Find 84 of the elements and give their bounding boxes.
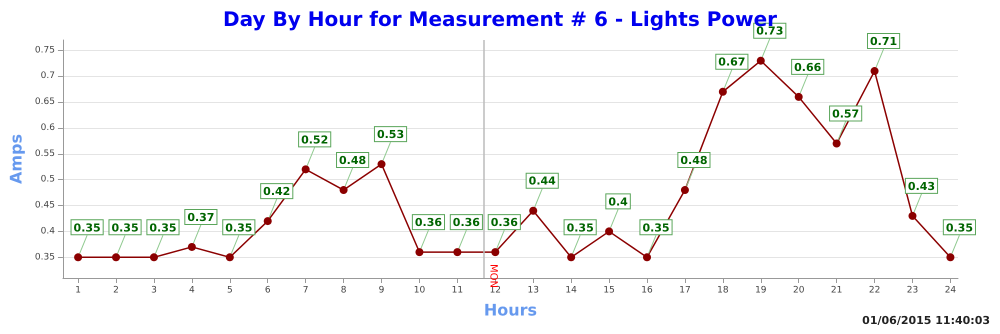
- x-tick-label: 22: [868, 286, 880, 296]
- data-label: 0.66: [794, 60, 822, 74]
- data-label: 0.35: [566, 221, 594, 234]
- point: [453, 248, 462, 256]
- data-label: 0.35: [642, 221, 670, 234]
- data-label: 0.37: [187, 210, 214, 224]
- point: [643, 253, 652, 262]
- point: [718, 88, 727, 96]
- x-tick-label: 24: [944, 286, 956, 296]
- y-tick-label: 0.5: [40, 174, 55, 185]
- point: [794, 92, 803, 101]
- data-label: 0.36: [414, 216, 442, 230]
- x-tick-label: 20: [792, 286, 805, 296]
- ref-line-label: MON: [487, 264, 498, 288]
- data-label: 0.36: [452, 216, 480, 230]
- point: [264, 217, 272, 226]
- y-tick-label: 0.55: [34, 148, 55, 159]
- data-label: 0.48: [339, 154, 366, 168]
- y-tick-label: 0.35: [34, 252, 55, 262]
- y-tick-label: 0.75: [34, 45, 55, 56]
- data-label: 0.53: [376, 128, 404, 142]
- data-label: 0.36: [490, 216, 518, 230]
- point: [491, 248, 500, 256]
- x-axis-title: Hours: [484, 300, 538, 320]
- point: [946, 253, 954, 262]
- x-tick-label: 6: [264, 286, 271, 296]
- x-tick-label: 3: [151, 286, 157, 296]
- point: [870, 67, 879, 76]
- point: [340, 186, 348, 194]
- y-tick-label: 0.65: [34, 97, 55, 108]
- data-label: 0.71: [870, 35, 898, 48]
- point: [378, 160, 386, 168]
- point: [680, 186, 689, 194]
- point: [529, 206, 538, 215]
- point: [832, 139, 841, 148]
- data-label: 0.35: [946, 221, 973, 234]
- point: [112, 253, 120, 262]
- data-label: 0.48: [680, 154, 708, 168]
- x-tick-label: 21: [830, 286, 842, 296]
- x-tick-label: 16: [641, 286, 654, 296]
- y-tick-label: 0.45: [34, 200, 55, 211]
- data-label: 0.35: [225, 221, 252, 234]
- point: [567, 253, 576, 262]
- x-tick-label: 2: [113, 286, 119, 296]
- data-label: 0.73: [756, 24, 784, 38]
- data-label: 0.35: [111, 221, 139, 234]
- point: [756, 56, 765, 65]
- x-tick-label: 19: [755, 286, 767, 296]
- y-tick-label: 0.6: [40, 122, 56, 133]
- x-tick-label: 10: [414, 286, 426, 296]
- data-label: 0.44: [528, 174, 556, 188]
- x-tick-label: 17: [679, 286, 691, 296]
- x-tick-label: 5: [226, 286, 233, 296]
- point: [150, 253, 158, 262]
- x-tick-label: 7: [302, 286, 309, 296]
- x-tick-label: 18: [717, 286, 729, 296]
- point: [302, 165, 310, 174]
- x-tick-label: 14: [565, 286, 578, 296]
- point: [188, 242, 196, 251]
- data-label: 0.57: [832, 107, 860, 120]
- point: [74, 253, 82, 262]
- point: [415, 248, 424, 256]
- data-label: 0.43: [908, 180, 936, 193]
- data-label: 0.4: [608, 195, 628, 208]
- data-label: 0.35: [149, 221, 177, 234]
- data-label: 0.35: [74, 221, 101, 234]
- text: 01/06/2015 11:40:03: [862, 314, 990, 327]
- x-tick-label: 15: [603, 286, 615, 296]
- x-tick-label: 4: [189, 286, 196, 296]
- x-tick-label: 23: [906, 286, 918, 296]
- x-tick-label: 13: [528, 286, 539, 296]
- data-label: 0.42: [263, 185, 290, 198]
- point: [605, 227, 614, 236]
- point: [908, 212, 916, 220]
- data-label: 0.67: [718, 56, 746, 69]
- x-tick-label: 9: [378, 286, 385, 296]
- y-tick-label: 0.4: [40, 226, 56, 236]
- x-tick-label: 1: [75, 286, 81, 296]
- y-axis-title: Amps: [6, 134, 26, 184]
- x-tick-label: 11: [452, 286, 464, 296]
- data-label: 0.52: [301, 133, 328, 146]
- point: [226, 253, 234, 262]
- x-tick-label: 8: [340, 286, 347, 296]
- y-tick-label: 0.7: [40, 71, 55, 82]
